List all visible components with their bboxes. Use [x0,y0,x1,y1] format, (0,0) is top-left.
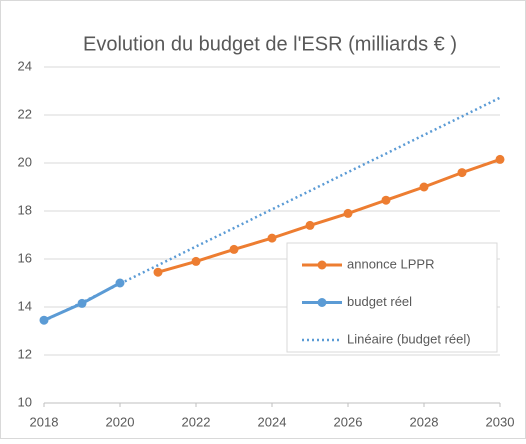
y-tick-label: 16 [18,250,32,265]
y-tick-label: 24 [18,58,32,73]
marker [229,244,239,254]
series-line [157,157,501,274]
legend-marker [317,298,327,307]
marker [153,267,163,277]
marker [267,233,277,243]
legend-label: annonce LPPR [347,256,434,271]
x-tick-label: 2018 [30,414,59,429]
marker [305,220,315,230]
legend-label: Linéaire (budget réel) [347,331,471,346]
marker [495,154,505,164]
legend-label: budget réel [347,294,412,309]
marker [191,256,201,266]
x-tick-label: 2026 [334,414,363,429]
y-tick-label: 18 [18,202,32,217]
y-tick-label: 12 [18,346,32,361]
marker [457,168,467,178]
x-tick-label: 2020 [106,414,135,429]
marker [343,208,353,218]
y-tick-label: 10 [18,394,32,409]
marker [381,195,391,205]
marker [419,182,429,192]
chart-title: Evolution du budget de l'ESR (milliards … [83,33,457,55]
y-tick-label: 22 [18,106,32,121]
x-tick-label: 2028 [410,414,439,429]
legend-marker [317,260,327,270]
y-tick-label: 14 [18,298,32,313]
y-tick-label: 20 [18,154,32,169]
x-tick-label: 2024 [258,414,287,429]
x-tick-label: 2030 [486,414,515,429]
x-tick-label: 2022 [182,414,211,429]
